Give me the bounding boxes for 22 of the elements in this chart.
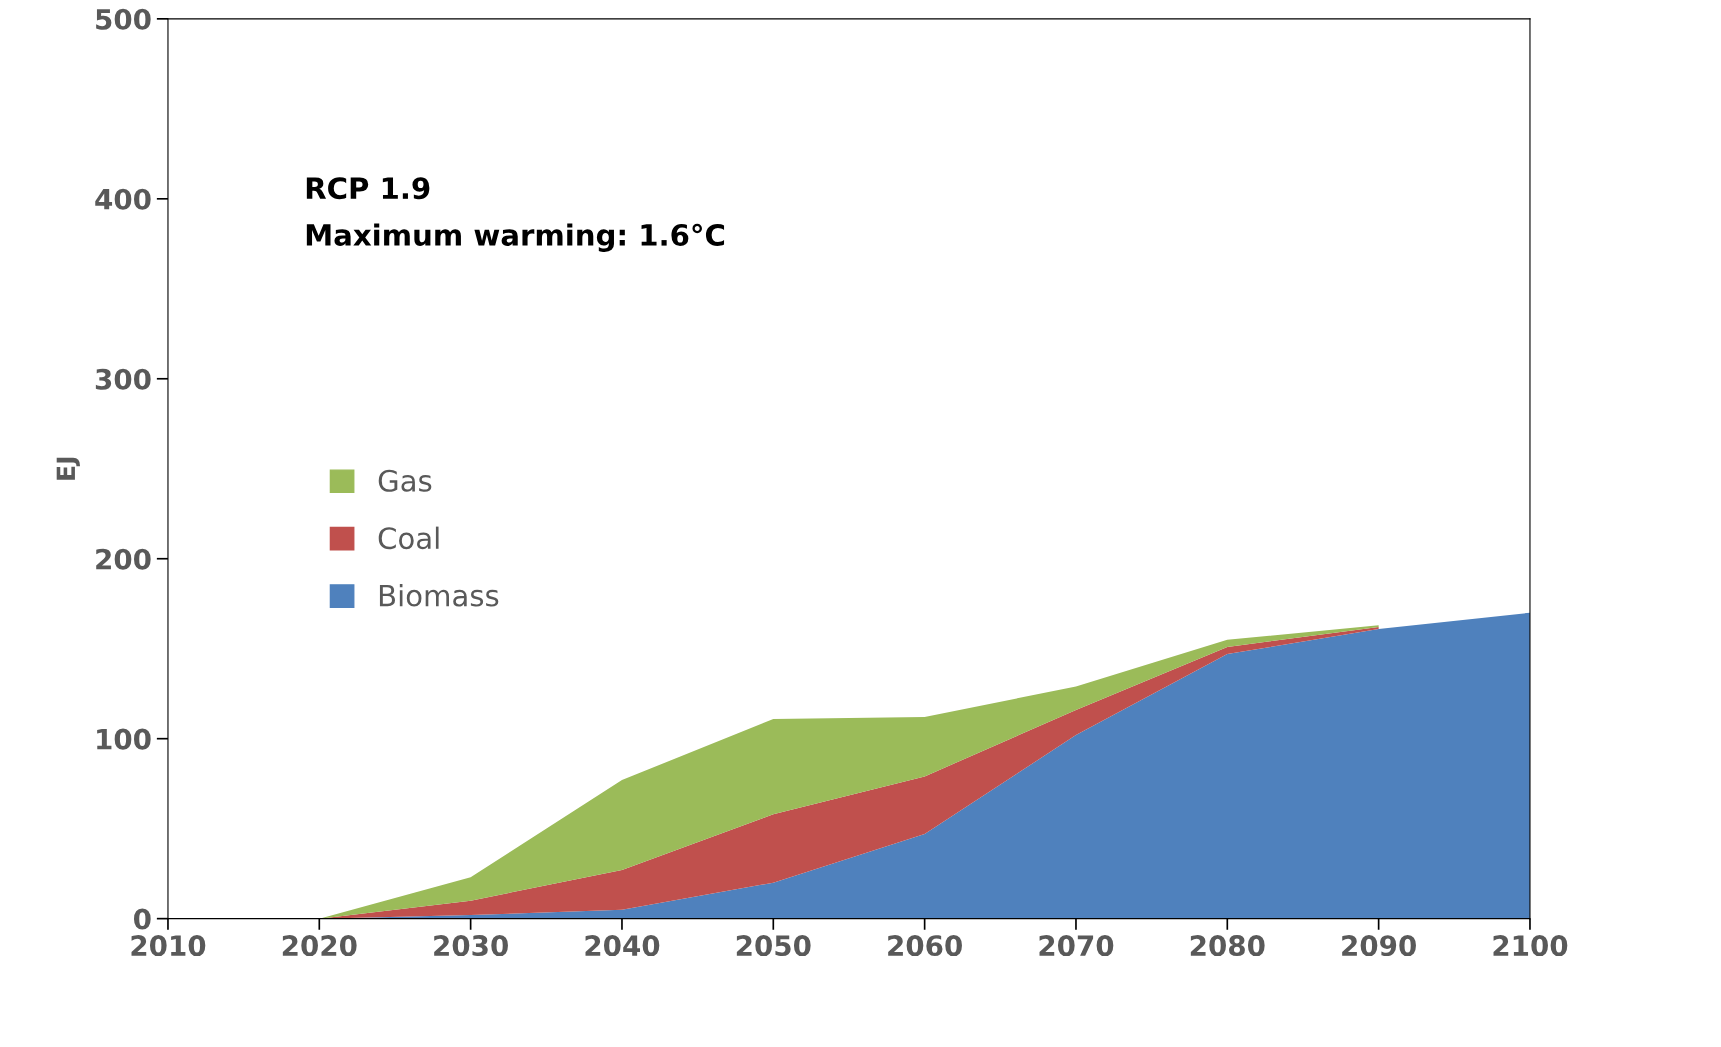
x-tick-label: 2030 [434, 935, 508, 957]
y-tick-label: 400 [95, 188, 151, 210]
x-tick-label: 2060 [888, 935, 962, 957]
legend-label: Gas [378, 469, 432, 492]
x-tick-label: 2090 [1342, 935, 1416, 957]
x-tick-label: 2010 [131, 935, 206, 957]
y-tick-label: 300 [95, 368, 151, 390]
annotation: RCP 1.9 [306, 177, 430, 200]
x-tick-label: 2050 [736, 935, 811, 957]
y-tick-label: 500 [96, 8, 151, 30]
y-axis-title: EJ [56, 457, 80, 480]
x-tick-label: 2080 [1190, 935, 1265, 957]
x-tick-label: 2070 [1039, 935, 1114, 957]
annotation: Maximum warming: 1.6°C [306, 223, 725, 252]
y-tick-label: 200 [96, 548, 151, 570]
y-tick-label: 0 [134, 908, 151, 930]
legend-label: Biomass [379, 584, 499, 607]
y-tick-label: 100 [97, 728, 151, 750]
x-tick-label: 2100 [1493, 935, 1568, 957]
legend-label: Coal [378, 526, 439, 550]
x-tick-label: 2020 [282, 935, 357, 957]
x-tick-label: 2040 [585, 935, 660, 957]
